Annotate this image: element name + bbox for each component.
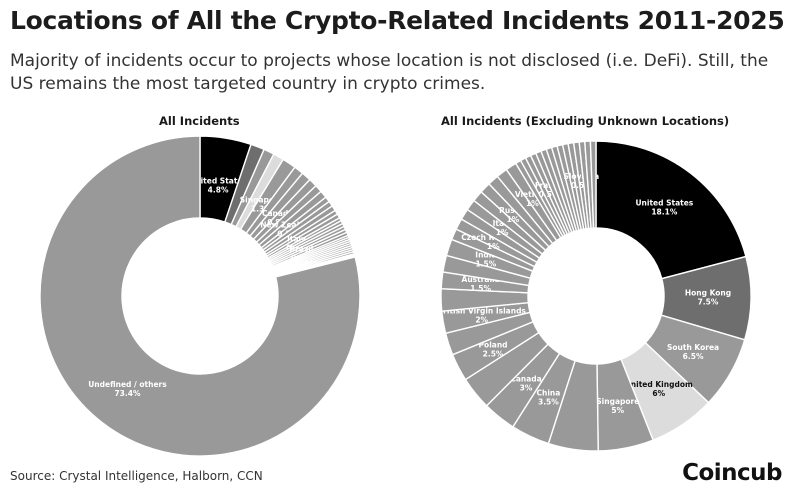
slice-label-value: 1.5% bbox=[470, 284, 491, 293]
slice-label-value: 7.5% bbox=[698, 298, 719, 307]
slice-label-united-states: United States 18.1% bbox=[635, 198, 693, 216]
slice-label-name: China bbox=[536, 388, 560, 397]
slice-label-value: 2.5% bbox=[483, 349, 504, 358]
slice-label-value: 0.5% bbox=[539, 190, 560, 199]
slice-label-value: 4.8% bbox=[208, 185, 229, 194]
slice-label-value: 1.3% bbox=[251, 205, 272, 214]
slice-label-value: 3.5% bbox=[538, 397, 559, 406]
slice-label-name: India bbox=[475, 251, 496, 260]
slice-label-name: Canada bbox=[510, 374, 541, 383]
slice-label-value: 3% bbox=[520, 383, 533, 392]
slice-label-value: 18.1% bbox=[651, 207, 678, 216]
source-note: Source: Crystal Intelligence, Halborn, C… bbox=[10, 469, 263, 483]
slice-label-name: United Kingdom bbox=[625, 380, 693, 389]
slice-label-name: United States bbox=[189, 176, 247, 185]
slice-label-united-states: United States 4.8% bbox=[189, 176, 247, 194]
slice-label-singapore: Singapore 5% bbox=[596, 397, 639, 415]
slice-label-vietnam: Vietnam 1% bbox=[515, 190, 550, 208]
slice-label-value: 5% bbox=[611, 406, 624, 415]
slice-label-value: 1% bbox=[507, 215, 520, 224]
slice-label-united-kingdom: United Kingdom 6% bbox=[625, 380, 693, 398]
slice-label-name: Undefined / others bbox=[88, 380, 167, 389]
slice-label-name: Ukraine bbox=[290, 258, 323, 267]
slice-label-undefined-others: Undefined / others 73.4% bbox=[88, 380, 167, 398]
slice-label-value: 0.5% bbox=[571, 181, 592, 190]
slice-label-name: New Zealand bbox=[260, 221, 315, 230]
slice-label-name: Vietnam bbox=[515, 190, 550, 199]
slice-label-british-virgin-islands: British Virgin Islands 2% bbox=[437, 307, 526, 325]
donut-slice-unlabeled-39 bbox=[589, 140, 597, 229]
slice-label-name: South Korea bbox=[667, 343, 719, 352]
donut-slice-undefined-others bbox=[39, 135, 361, 457]
chart-title-all-incidents: All Incidents bbox=[159, 114, 240, 128]
slice-label-name: Poland bbox=[479, 340, 508, 349]
slice-label-india: India 1.5% bbox=[475, 251, 496, 269]
page-subtitle: Majority of incidents occur to projects … bbox=[10, 51, 769, 94]
slice-label-name: Hong Kong bbox=[685, 289, 731, 298]
slice-label-value: 1% bbox=[487, 242, 500, 251]
slice-label-south-korea: South Korea 6.5% bbox=[667, 343, 719, 361]
page-title: Locations of All the Crypto-Related Inci… bbox=[10, 6, 785, 35]
slice-label-hong-kong: Hong Kong 7.5% bbox=[685, 289, 731, 307]
slice-label-name: United States bbox=[635, 198, 693, 207]
slice-label-name: Slovakia bbox=[563, 172, 599, 181]
slice-label-name: British Virgin Islands bbox=[437, 307, 526, 316]
slice-label-value: 6% bbox=[652, 389, 665, 398]
slice-label-name: Russia bbox=[499, 206, 527, 215]
slice-label-slovakia: Slovakia 0.5% bbox=[563, 172, 599, 190]
donut-slice-united-states bbox=[595, 140, 747, 280]
slice-label-value: 6.5% bbox=[683, 352, 704, 361]
slice-label-value: 1.5% bbox=[475, 260, 496, 269]
slice-label-australia: Australia 1.5% bbox=[462, 275, 500, 293]
slice-label-russia: Russia 1% bbox=[499, 206, 527, 224]
slice-label-value: 1% bbox=[496, 228, 509, 237]
slice-label-name: Singapore bbox=[240, 196, 283, 205]
slice-label-value: 2% bbox=[475, 316, 488, 325]
brand-logo: Coincub bbox=[682, 460, 782, 486]
slice-label-name: Italy bbox=[287, 234, 306, 243]
slice-label-singapore: Singapore 1.3% bbox=[240, 196, 283, 214]
slice-label-canada: Canada 3% bbox=[510, 374, 541, 392]
slice-label-name: Australia bbox=[462, 275, 500, 284]
slice-label-name: Canada bbox=[262, 209, 293, 218]
slice-label-name: Singapore bbox=[596, 397, 639, 406]
chart-title-excluding-unknown: All Incidents (Excluding Unknown Locatio… bbox=[441, 114, 730, 128]
slice-label-poland: Poland 2.5% bbox=[479, 340, 508, 358]
slice-label-name: Brazil bbox=[289, 244, 313, 253]
slice-label-value: 1% bbox=[526, 199, 539, 208]
slice-label-value: 73.4% bbox=[114, 389, 141, 398]
slice-label-china: China 3.5% bbox=[536, 388, 560, 406]
